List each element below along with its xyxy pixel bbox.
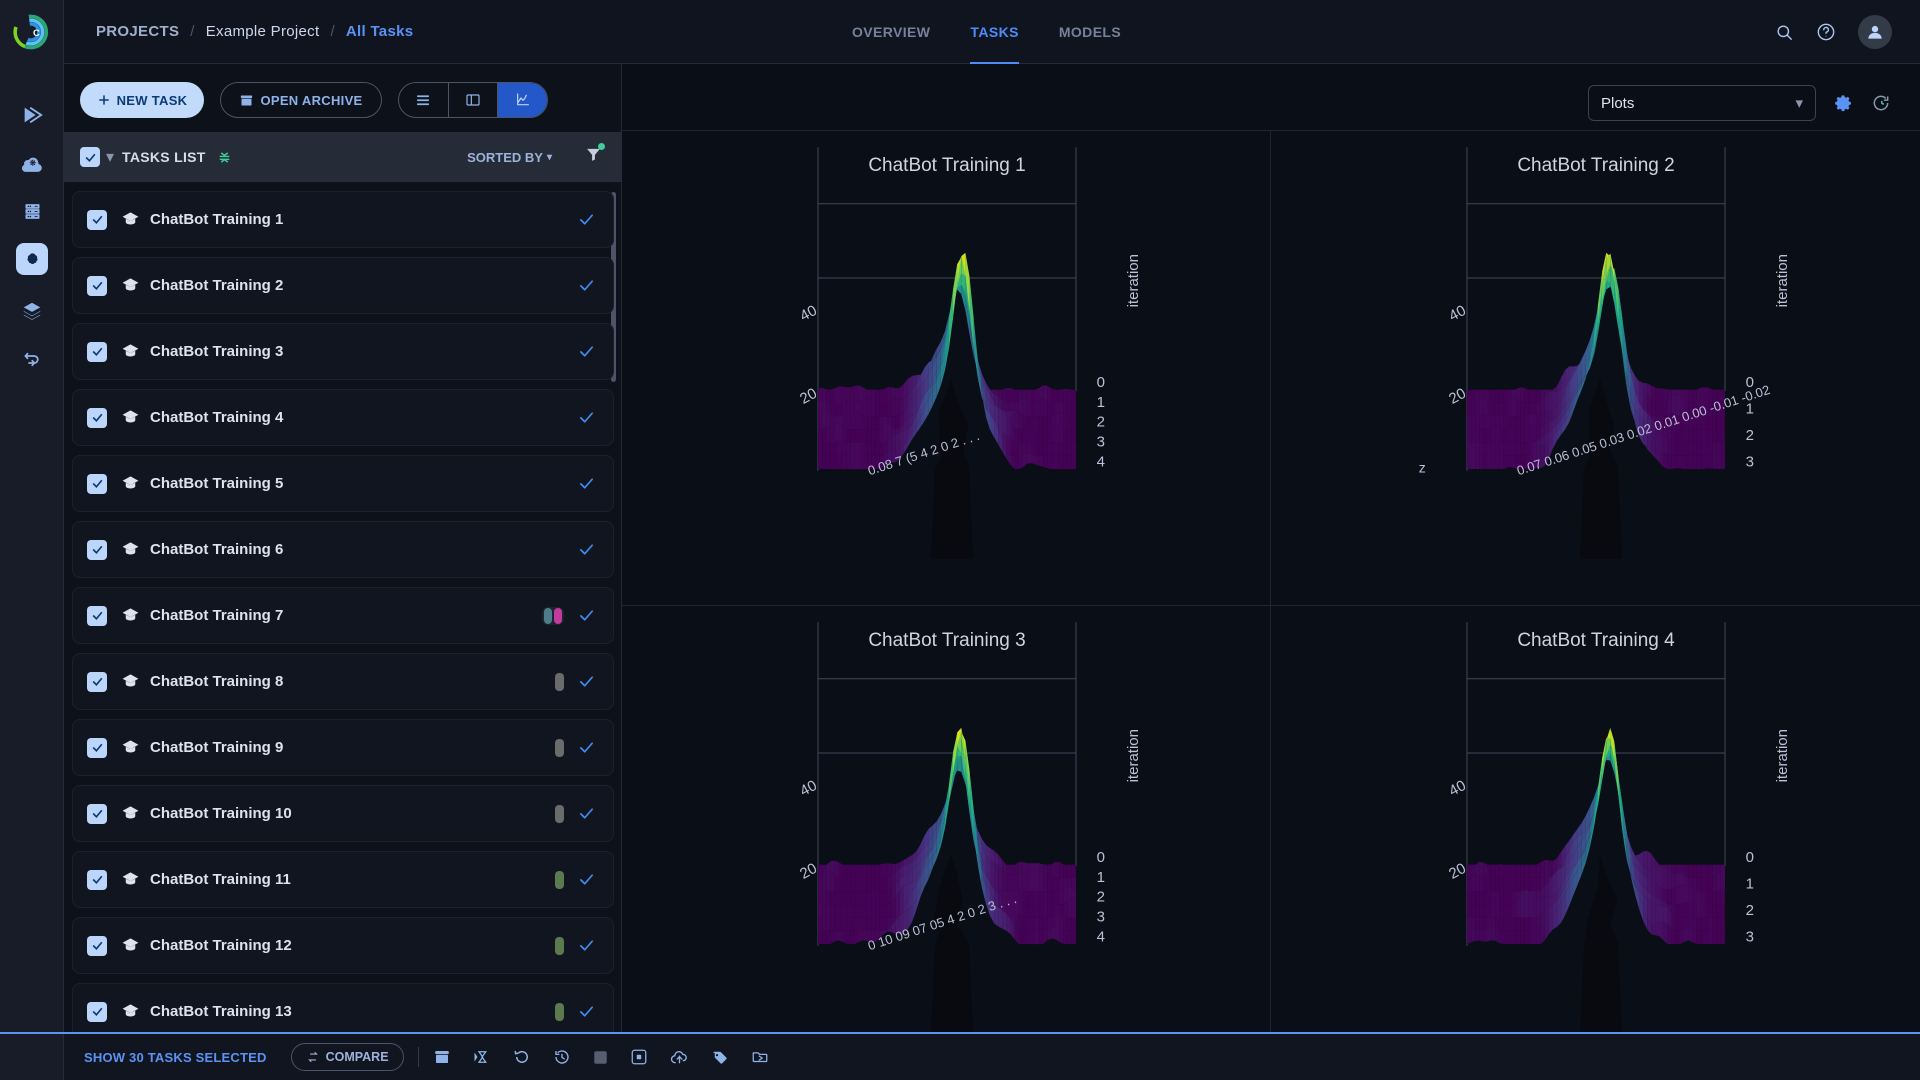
svg-text:4: 4: [1097, 453, 1105, 470]
svg-text:ChatBot Training 1: ChatBot Training 1: [868, 155, 1025, 176]
svg-text:1: 1: [1746, 875, 1754, 892]
svg-text:1: 1: [1097, 869, 1105, 886]
svg-text:0: 0: [1746, 849, 1754, 866]
svg-text:2: 2: [1746, 902, 1754, 919]
svg-text:iteration: iteration: [1774, 254, 1791, 307]
svg-text:40: 40: [797, 777, 820, 800]
svg-text:z: z: [1419, 460, 1426, 476]
svg-text:2: 2: [1097, 889, 1105, 906]
svg-text:3: 3: [1097, 909, 1105, 926]
svg-text:20: 20: [797, 385, 820, 408]
svg-text:ChatBot Training 4: ChatBot Training 4: [1517, 630, 1675, 651]
svg-text:20: 20: [1446, 385, 1469, 408]
svg-text:ChatBot Training 3: ChatBot Training 3: [868, 630, 1025, 651]
svg-text:3: 3: [1746, 928, 1754, 945]
svg-text:2: 2: [1097, 414, 1105, 431]
svg-text:0: 0: [1097, 374, 1105, 391]
svg-text:20: 20: [1446, 860, 1469, 883]
svg-text:ChatBot Training 2: ChatBot Training 2: [1517, 155, 1674, 176]
svg-text:iteration: iteration: [1125, 729, 1142, 782]
svg-text:3: 3: [1746, 453, 1754, 470]
svg-text:0: 0: [1097, 849, 1105, 866]
svg-text:4: 4: [1097, 928, 1105, 945]
svg-text:iteration: iteration: [1125, 254, 1142, 307]
svg-text:1: 1: [1097, 394, 1105, 411]
svg-text:40: 40: [1446, 302, 1469, 325]
svg-text:2: 2: [1746, 427, 1754, 444]
svg-text:iteration: iteration: [1774, 729, 1791, 782]
svg-text:C: C: [33, 28, 40, 38]
svg-text:40: 40: [797, 302, 820, 325]
svg-text:3: 3: [1097, 434, 1105, 451]
svg-text:20: 20: [797, 860, 820, 883]
svg-text:40: 40: [1446, 777, 1469, 800]
